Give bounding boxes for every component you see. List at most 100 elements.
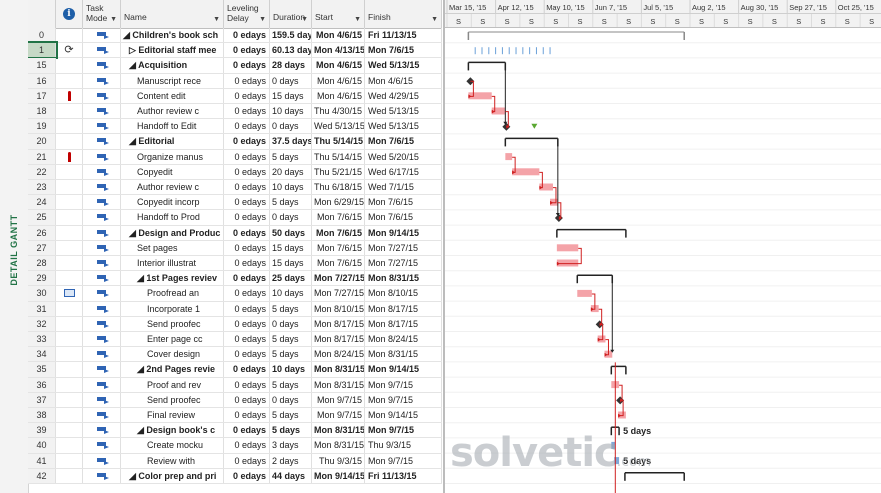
task-mode-cell[interactable] [83, 58, 121, 73]
task-mode-cell[interactable] [83, 332, 121, 347]
leveling-delay-cell[interactable]: 0 edays [224, 58, 270, 73]
start-cell[interactable]: Thu 4/30/15 [312, 104, 365, 119]
task-name[interactable]: Create mocku [121, 438, 224, 453]
duration-cell[interactable]: 10 days [270, 362, 312, 377]
task-mode-cell[interactable] [83, 164, 121, 179]
indicators-column-header[interactable]: i [56, 0, 83, 28]
task-name[interactable]: Review with [121, 453, 224, 468]
start-cell[interactable]: Mon 7/6/15 [312, 210, 365, 225]
leveling-delay-cell[interactable]: 0 edays [224, 180, 270, 195]
chevron-down-icon[interactable]: ▼ [301, 16, 308, 23]
task-row[interactable]: 32 Send proofec 0 edays 0 days Mon 8/17/15 Mo… [28, 316, 442, 332]
finish-cell[interactable]: Wed 4/29/15 [365, 88, 442, 103]
row-id[interactable]: 24 [28, 195, 56, 210]
chevron-down-icon[interactable]: ▼ [110, 16, 117, 23]
finish-cell[interactable]: Mon 8/31/15 [365, 347, 442, 362]
finish-cell[interactable]: Fri 11/13/15 [365, 28, 442, 43]
leveling-delay-cell[interactable]: 0 edays [224, 438, 270, 453]
start-cell[interactable]: Mon 6/29/15 [312, 195, 365, 210]
finish-cell[interactable]: Mon 7/6/15 [365, 43, 442, 58]
indicator-cell[interactable] [56, 134, 83, 149]
start-cell[interactable]: Wed 5/13/15 [312, 119, 365, 134]
row-id[interactable]: 0 [28, 28, 56, 43]
duration-cell[interactable]: 15 days [270, 88, 312, 103]
task-row[interactable]: 38 Final review 0 edays 5 days Mon 9/7/15 Mon… [28, 408, 442, 424]
duration-cell[interactable]: 159.5 days [270, 28, 312, 43]
task-row[interactable]: 34 Cover design 0 edays 5 days Mon 8/24/15 Mo… [28, 347, 442, 363]
task-mode-cell[interactable] [83, 43, 121, 58]
row-id[interactable]: 36 [28, 377, 56, 392]
leveling-delay-cell[interactable]: 0 edays [224, 286, 270, 301]
duration-cell[interactable]: 15 days [270, 256, 312, 271]
leveling-delay-cell[interactable]: 0 edays [224, 271, 270, 286]
task-row[interactable]: 27 Set pages 0 edays 15 days Mon 7/6/15 Mon 7… [28, 240, 442, 256]
leveling-delay-cell[interactable]: 0 edays [224, 73, 270, 88]
finish-cell[interactable]: Mon 8/31/15 [365, 271, 442, 286]
finish-cell[interactable]: Wed 5/13/15 [365, 119, 442, 134]
duration-cell[interactable]: 0 days [270, 210, 312, 225]
task-name[interactable]: Manuscript rece [121, 73, 224, 88]
view-label-bar[interactable]: DETAIL GANTT [0, 0, 29, 493]
leveling-delay-cell[interactable]: 0 edays [224, 347, 270, 362]
row-id[interactable]: 38 [28, 408, 56, 423]
row-id[interactable]: 27 [28, 240, 56, 255]
duration-cell[interactable]: 25 days [270, 271, 312, 286]
duration-cell[interactable]: 10 days [270, 286, 312, 301]
task-name[interactable]: ◢ Design book's c [121, 423, 224, 438]
task-name[interactable]: Send proofec [121, 316, 224, 331]
gantt-canvas[interactable]: Mar 15, '15 Apr 12, '15 May 10, '15 Jun 7, … [445, 0, 881, 493]
row-id[interactable]: 1 [28, 41, 58, 60]
task-name[interactable]: Set pages [121, 240, 224, 255]
start-cell[interactable]: Mon 8/31/15 [312, 423, 365, 438]
start-cell[interactable]: Mon 7/6/15 [312, 225, 365, 240]
indicator-cell[interactable] [56, 210, 83, 225]
gantt-chart[interactable]: Mar 15, '15 Apr 12, '15 May 10, '15 Jun 7, … [443, 0, 881, 493]
leveling-delay-cell[interactable]: 0 edays [224, 104, 270, 119]
task-mode-cell[interactable] [83, 134, 121, 149]
name-column-header[interactable]: Name ▼ [121, 0, 224, 28]
task-name[interactable]: Copyedit [121, 164, 224, 179]
task-mode-cell[interactable] [83, 438, 121, 453]
indicator-cell[interactable] [56, 104, 83, 119]
indicator-cell[interactable] [56, 468, 83, 483]
task-row[interactable]: 36 Proof and rev 0 edays 5 days Mon 8/31/15 M… [28, 377, 442, 393]
start-cell[interactable]: Mon 8/24/15 [312, 347, 365, 362]
indicator-cell[interactable] [56, 256, 83, 271]
task-name[interactable]: Organize manus [121, 149, 224, 164]
finish-cell[interactable]: Wed 5/13/15 [365, 104, 442, 119]
duration-cell[interactable]: 0 days [270, 316, 312, 331]
indicator-cell[interactable] [56, 225, 83, 240]
row-id[interactable]: 16 [28, 73, 56, 88]
duration-column-header[interactable]: Duration ▼ [270, 0, 312, 28]
finish-cell[interactable]: Mon 9/14/15 [365, 225, 442, 240]
finish-cell[interactable]: Wed 5/20/15 [365, 149, 442, 164]
duration-cell[interactable]: 5 days [270, 332, 312, 347]
task-mode-cell[interactable] [83, 210, 121, 225]
finish-cell[interactable]: Mon 7/27/15 [365, 256, 442, 271]
indicator-cell[interactable] [56, 438, 83, 453]
task-mode-cell[interactable] [83, 180, 121, 195]
start-cell[interactable]: Mon 8/17/15 [312, 332, 365, 347]
task-name[interactable]: Interior illustrat [121, 256, 224, 271]
row-id[interactable]: 23 [28, 180, 56, 195]
row-id[interactable]: 22 [28, 164, 56, 179]
finish-cell[interactable]: Mon 7/6/15 [365, 195, 442, 210]
leveling-delay-cell[interactable]: 0 edays [224, 362, 270, 377]
start-cell[interactable]: Thu 5/14/15 [312, 134, 365, 149]
task-name[interactable]: Incorporate 1 [121, 301, 224, 316]
indicator-cell[interactable] [56, 301, 83, 316]
duration-cell[interactable]: 37.5 days [270, 134, 312, 149]
task-row[interactable]: 28 Interior illustrat 0 edays 15 days Mon 7/… [28, 256, 442, 272]
row-id[interactable]: 40 [28, 438, 56, 453]
duration-cell[interactable]: 10 days [270, 180, 312, 195]
finish-cell[interactable]: Mon 9/7/15 [365, 453, 442, 468]
start-cell[interactable]: Mon 7/27/15 [312, 286, 365, 301]
finish-cell[interactable]: Mon 9/14/15 [365, 408, 442, 423]
indicator-cell[interactable] [56, 164, 83, 179]
start-cell[interactable]: Mon 9/14/15 [312, 468, 365, 483]
start-cell[interactable]: Mon 7/6/15 [312, 256, 365, 271]
task-name[interactable]: Cover design [121, 347, 224, 362]
